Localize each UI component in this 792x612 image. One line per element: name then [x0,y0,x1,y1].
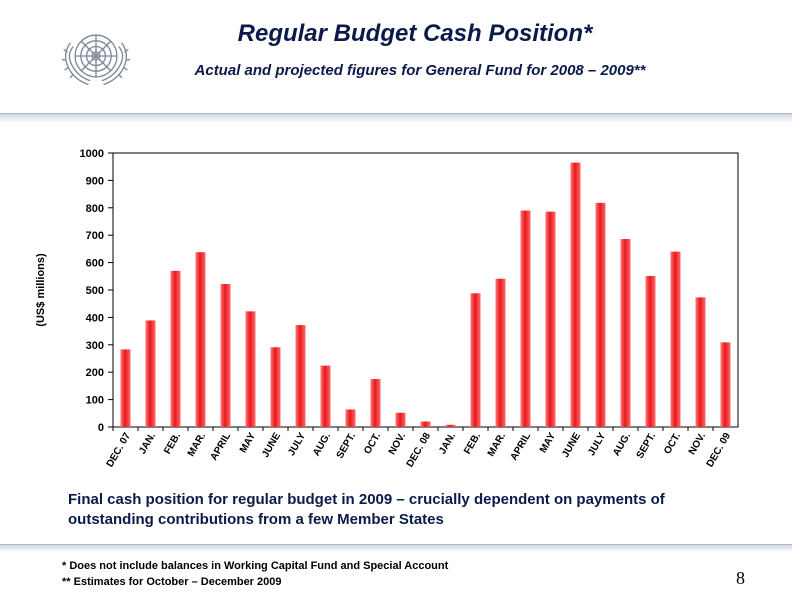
bar [120,349,131,427]
cash-position-chart: 0 100 200 300 400 500 600 700 800 900 1000 DEC. 07… [35,148,739,470]
x-tick-label: FEB. [162,431,183,456]
y-tick-label: 400 [86,312,104,324]
bar [345,409,356,427]
x-tick-label: NOV. [687,431,708,457]
x-tick-label: MAY [238,431,258,455]
x-tick-label: JAN. [137,431,158,456]
x-tick-label: FEB. [462,431,483,456]
x-tick-label: AUG. [311,431,333,458]
bar [295,325,306,427]
x-tick-label: JULY [286,431,308,458]
page-subtitle: Actual and projected figures for General… [194,62,646,79]
bar [320,365,331,427]
un-emblem-icon [61,34,131,86]
bottom-divider [0,544,792,552]
footnote-1: * Does not include balances in Working C… [62,560,449,572]
bar [520,210,531,427]
y-tick-label: 0 [98,422,104,434]
x-tick-label: MAY [538,431,558,455]
y-tick-label: 500 [86,285,104,297]
bar [470,293,481,427]
y-tick-label: 1000 [80,148,104,160]
x-tick-label: JUNE [260,431,283,460]
bar [595,202,606,427]
x-tick-label: OCT. [362,431,383,456]
bar [245,311,256,427]
top-divider [0,113,792,123]
bar [570,162,581,427]
bar [395,412,406,427]
x-tick-label: SEPT. [335,431,359,461]
x-tick-label: DEC. 07 [105,431,134,470]
bar [420,421,431,427]
y-tick-label: 200 [86,367,104,379]
y-tick-label: 700 [86,230,104,242]
page-number: 8 [736,568,745,588]
bar [445,424,456,427]
bottom-divider-line [0,544,792,545]
x-tick-label: OCT. [662,431,683,456]
y-tick-label: 600 [86,258,104,270]
bar [545,211,556,427]
x-tick-label: NOV. [387,431,408,457]
y-tick-label: 300 [86,340,104,352]
x-tick-label: DEC. 08 [405,431,434,470]
y-tick-label: 900 [86,175,104,187]
x-tick-label: MAR. [186,431,208,459]
plot-area [112,152,739,428]
top-divider-line [0,113,792,114]
bar [145,320,156,427]
bar [720,342,731,427]
y-tick-label: 100 [86,395,104,407]
x-tick-label: JULY [586,431,608,458]
bar [695,297,706,427]
footnote-2: ** Estimates for October – December 2009 [62,576,282,588]
x-tick-label: DEC. 09 [705,431,734,470]
bar [170,270,181,427]
bar [220,283,231,427]
bar [620,239,631,427]
bar [645,276,656,427]
bar [195,252,206,427]
bar [670,251,681,427]
x-tick-label: APRIL [509,431,534,462]
footnotes: * Does not include balances in Working C… [62,558,448,590]
x-tick-label: JUNE [560,431,583,460]
x-tick-label: AUG. [611,431,633,458]
x-tick-label: MAR. [486,431,508,459]
bar [370,379,381,427]
x-tick-label: APRIL [209,431,234,462]
y-axis-label: (US$ millions) [35,253,47,327]
main-note: Final cash position for regular budget i… [68,491,665,528]
x-tick-label: JAN. [437,431,458,456]
bar [270,347,281,427]
page-title: Regular Budget Cash Position* [237,20,593,47]
bar [495,278,506,427]
y-tick-label: 800 [86,203,104,215]
x-tick-label: SEPT. [635,431,659,461]
